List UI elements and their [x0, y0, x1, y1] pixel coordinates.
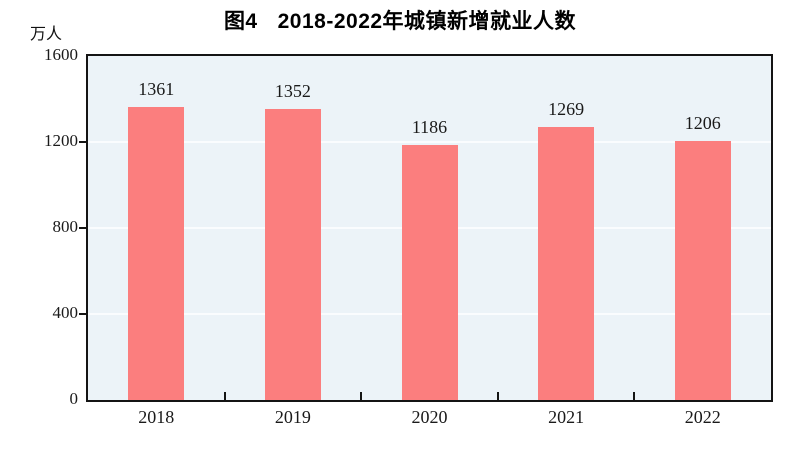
x-tick-label: 2020	[411, 407, 448, 427]
figure-number: 图4	[223, 10, 258, 33]
x-axis-tick	[223, 392, 226, 400]
y-tick-label: 400	[52, 303, 79, 322]
x-tick-label: 2018	[138, 407, 175, 427]
bar-2021	[538, 127, 595, 400]
bar-2020	[401, 145, 458, 400]
x-tick-label: 2022	[684, 407, 721, 427]
y-tick-label: 800	[52, 217, 79, 236]
y-tick-label: 1200	[44, 131, 78, 150]
bar-value-label: 1206	[684, 112, 721, 133]
chart-title-text: 2018-2022年城镇新增就业人数	[277, 10, 577, 33]
gridline-1200	[88, 141, 771, 143]
plot-area: 1361 1352 1186 1269 1206	[86, 54, 773, 402]
bar-2022	[674, 140, 731, 400]
bar-2018	[128, 107, 185, 400]
x-tick-label: 2019	[274, 407, 311, 427]
y-tick-label: 0	[69, 389, 79, 408]
bar-value-label: 1269	[548, 99, 585, 120]
y-tick-mark	[79, 141, 86, 143]
y-tick-mark	[79, 227, 86, 229]
y-tick-label: 1600	[44, 45, 78, 64]
bar-2019	[264, 109, 321, 400]
bar-value-label: 1186	[411, 117, 448, 138]
y-tick-mark	[79, 313, 86, 315]
bar-value-label: 1361	[138, 79, 175, 100]
bar-value-label: 1352	[274, 81, 311, 102]
y-axis-unit-label: 万人	[30, 26, 63, 43]
x-axis-tick	[360, 392, 363, 400]
chart-title: 图4 2018-2022年城镇新增就业人数	[0, 5, 800, 35]
x-axis-tick	[633, 392, 636, 400]
x-axis-tick	[496, 392, 499, 400]
x-tick-label: 2021	[548, 407, 585, 427]
